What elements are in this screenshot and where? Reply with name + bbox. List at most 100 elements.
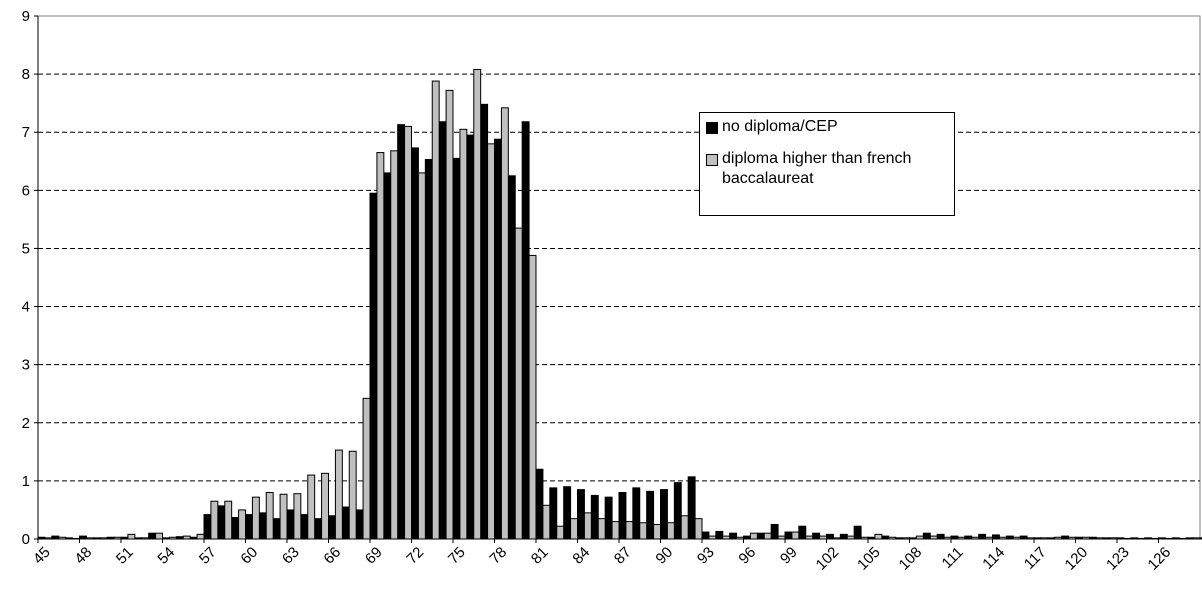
y-tick-label: 9 (22, 8, 30, 25)
bar (992, 534, 1000, 540)
bar (978, 533, 987, 540)
bar (618, 492, 627, 540)
x-tick-label: 87 (611, 544, 635, 568)
x-tick-label: 120 (1062, 544, 1092, 574)
x-tick-label: 54 (154, 544, 178, 568)
bar (812, 532, 821, 540)
x-tick-label: 48 (71, 544, 95, 568)
bar (715, 530, 724, 540)
bar (646, 490, 655, 540)
bar (238, 509, 246, 540)
bar (521, 121, 530, 540)
x-tick-label: 114 (979, 544, 1008, 573)
bar (680, 515, 689, 540)
bar (404, 125, 413, 540)
bar (286, 509, 295, 540)
bar (673, 482, 682, 540)
bar (314, 518, 323, 540)
y-tick-label: 3 (22, 357, 30, 374)
bar (397, 124, 406, 540)
bar (556, 525, 565, 540)
bar (127, 533, 136, 540)
bar (770, 523, 779, 540)
x-tick-label: 57 (196, 544, 220, 568)
bar (348, 450, 357, 540)
bar (300, 514, 309, 540)
bar (936, 533, 945, 540)
x-tick-label: 75 (445, 544, 469, 568)
bar (701, 531, 710, 540)
x-tick-label: 81 (528, 544, 552, 568)
bar (839, 533, 848, 540)
bar (307, 474, 316, 540)
legend-swatch (706, 122, 718, 134)
bar (217, 505, 226, 540)
legend-item: no diploma/CEP (706, 117, 948, 137)
bar (272, 518, 281, 540)
bar (756, 532, 765, 540)
legend-label: no diploma/CEP (722, 118, 838, 135)
x-tick-label: 51 (113, 544, 137, 568)
bar (791, 531, 800, 540)
bar (355, 509, 364, 540)
bar (279, 493, 288, 540)
bar (424, 159, 433, 540)
bar (258, 512, 267, 540)
bar (417, 172, 426, 540)
bar (210, 500, 219, 540)
bar (251, 496, 260, 540)
bar (431, 80, 440, 540)
bar (577, 489, 585, 540)
bar (590, 494, 599, 540)
y-tick-label: 8 (22, 66, 30, 83)
y-tick-label: 7 (22, 124, 30, 141)
bar (874, 533, 883, 540)
x-tick-label: 45 (30, 544, 54, 568)
bar (922, 532, 931, 540)
bar (473, 68, 482, 540)
bar (570, 518, 578, 540)
bar (480, 103, 489, 540)
bar (653, 523, 661, 540)
bar (390, 150, 399, 540)
bar (203, 514, 212, 540)
bar (293, 493, 302, 540)
bar (549, 487, 558, 540)
bar (487, 143, 496, 540)
bar (376, 152, 385, 540)
bar (265, 492, 274, 540)
bar (155, 532, 163, 540)
bar (507, 175, 516, 540)
y-tick-label: 0 (22, 531, 30, 548)
bar (383, 172, 392, 540)
bar (542, 504, 551, 540)
x-tick-label: 69 (362, 544, 386, 568)
x-tick-label: 102 (813, 544, 843, 574)
bar (500, 107, 509, 540)
bar (798, 525, 807, 540)
bar (749, 532, 758, 540)
bar (466, 134, 475, 540)
bar (438, 121, 447, 540)
x-tick-label: 96 (735, 544, 759, 568)
bar (494, 138, 502, 540)
bar (231, 516, 240, 540)
bar (729, 532, 738, 540)
legend-item: diploma higher than french baccalaureat (706, 149, 948, 189)
bar (224, 500, 233, 540)
bar (639, 522, 648, 540)
bar (604, 496, 613, 540)
x-tick-label: 99 (777, 544, 801, 568)
bar (535, 468, 544, 540)
bar (784, 531, 793, 540)
legend: no diploma/CEP diploma higher than french… (699, 112, 955, 216)
x-tick-label: 111 (939, 544, 967, 572)
bar (611, 521, 620, 540)
bar (763, 532, 772, 540)
bar (694, 518, 703, 540)
x-tick-label: 123 (1103, 544, 1133, 574)
legend-label: diploma higher than french baccalaureat (722, 150, 912, 187)
bar (583, 512, 592, 540)
y-tick-label: 1 (22, 473, 30, 490)
